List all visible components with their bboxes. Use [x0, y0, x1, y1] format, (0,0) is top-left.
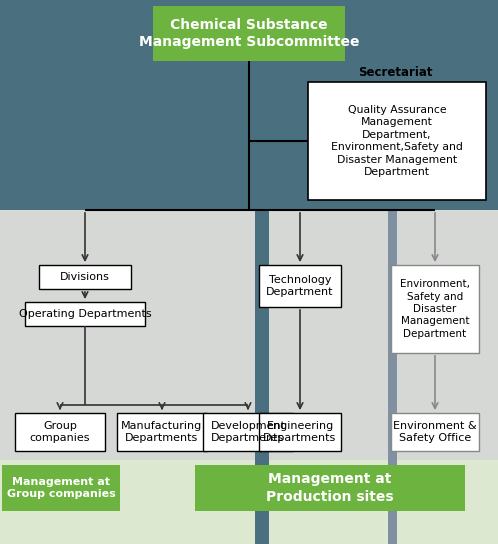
Bar: [259, 265, 341, 307]
Text: Divisions: Divisions: [60, 272, 110, 282]
Bar: [259, 413, 341, 451]
Text: Management at
Production sites: Management at Production sites: [266, 472, 394, 504]
Text: Development
Departments: Development Departments: [211, 421, 285, 443]
Text: Technology
Department: Technology Department: [266, 275, 334, 297]
Text: Environment &
Safety Office: Environment & Safety Office: [393, 421, 477, 443]
Text: Manufacturing
Departments: Manufacturing Departments: [122, 421, 203, 443]
Bar: [117, 413, 207, 451]
Text: Secretariat: Secretariat: [358, 66, 432, 79]
Text: Quality Assurance
Management
Department,
Environment,Safety and
Disaster Managem: Quality Assurance Management Department,…: [331, 105, 463, 177]
Bar: [2, 465, 120, 511]
Text: Engineering
Departments: Engineering Departments: [263, 421, 337, 443]
Text: Environment,
Safety and
Disaster
Management
Department: Environment, Safety and Disaster Managem…: [400, 279, 470, 339]
Bar: [25, 302, 145, 326]
Bar: [0, 0, 498, 210]
Text: Group
companies: Group companies: [30, 421, 90, 443]
Bar: [153, 6, 345, 61]
Bar: [203, 413, 293, 451]
Text: Chemical Substance
Management Subcommittee: Chemical Substance Management Subcommitt…: [139, 18, 359, 49]
Bar: [0, 460, 498, 544]
Bar: [308, 82, 486, 200]
Bar: [15, 413, 105, 451]
Bar: [391, 413, 479, 451]
Bar: [195, 465, 465, 511]
Text: Management at
Group companies: Management at Group companies: [6, 477, 116, 499]
Bar: [255, 210, 269, 544]
Bar: [388, 210, 397, 544]
Bar: [39, 265, 131, 289]
Text: Operating Departments: Operating Departments: [19, 309, 151, 319]
Bar: [391, 265, 479, 353]
Bar: [0, 210, 498, 460]
